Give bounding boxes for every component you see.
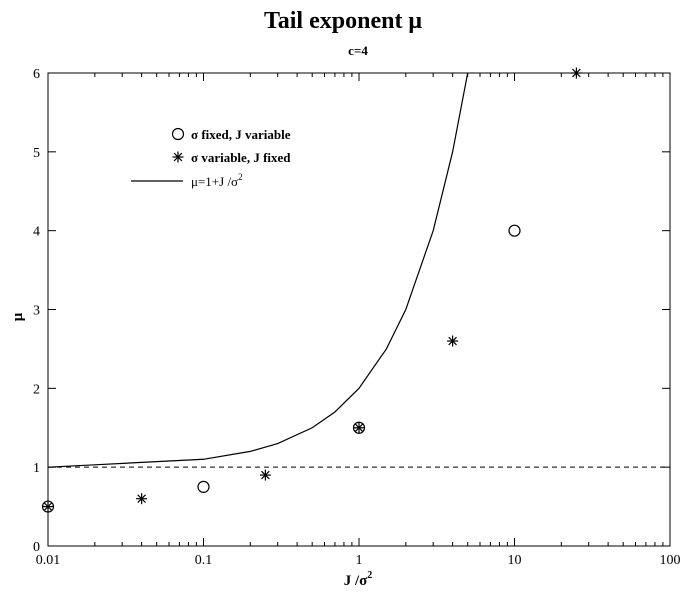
asterisk-point — [42, 501, 54, 513]
y-tick-label: 1 — [33, 461, 40, 476]
y-tick-label: 0 — [33, 540, 40, 555]
x-axis-label: J /σ2 — [344, 570, 373, 589]
asterisk-point — [136, 493, 148, 505]
y-axis-label: μ — [10, 312, 26, 321]
x-tick-label: 0.01 — [36, 553, 61, 568]
legend-circle-marker — [171, 127, 185, 141]
legend-asterisk-glyph — [172, 151, 184, 163]
x-tick-label: 10 — [508, 553, 522, 568]
asterisk-point — [353, 422, 365, 434]
asterisk-point — [447, 335, 459, 347]
y-tick-label: 6 — [33, 67, 40, 82]
data-markers — [41, 67, 582, 513]
series-line-mu — [47, 72, 469, 468]
asterisk-point — [570, 67, 582, 79]
chart-subtitle: c=4 — [348, 43, 368, 58]
circle-point — [197, 480, 210, 493]
y-tick-label: 5 — [33, 146, 40, 161]
y-tick-label: 4 — [33, 225, 40, 240]
chart-title: Tail exponent μ — [264, 8, 422, 34]
x-tick-label: 0.1 — [195, 553, 213, 568]
legend-mu-formula-sup: 2 — [238, 172, 243, 182]
asterisk-point — [259, 469, 271, 481]
legend-label-sigma-fixed: σ fixed, J variable — [191, 127, 291, 142]
y-tick-label: 3 — [33, 304, 40, 319]
legend: σ fixed, J variable σ variable, J fixed … — [131, 127, 291, 189]
y-axis-ticks: 0 1 2 3 4 5 6 — [33, 67, 670, 555]
y-tick-label: 2 — [33, 382, 40, 397]
x-tick-label: 100 — [660, 553, 681, 568]
circle-point — [508, 224, 521, 237]
legend-label-sigma-variable: σ variable, J fixed — [191, 150, 291, 165]
plot-frame — [47, 72, 671, 547]
x-axis-label-sup: 2 — [367, 570, 372, 581]
legend-mu-formula-main: μ=1+J /σ — [191, 174, 238, 189]
x-tick-label: 1 — [356, 553, 363, 568]
x-axis-ticks: 0.01 0.1 1 10 100 — [36, 73, 681, 568]
legend-asterisk-marker — [172, 151, 184, 163]
x-axis-label-main: J /σ — [344, 573, 368, 589]
legend-label-mu-formula: μ=1+J /σ2 — [191, 172, 243, 189]
